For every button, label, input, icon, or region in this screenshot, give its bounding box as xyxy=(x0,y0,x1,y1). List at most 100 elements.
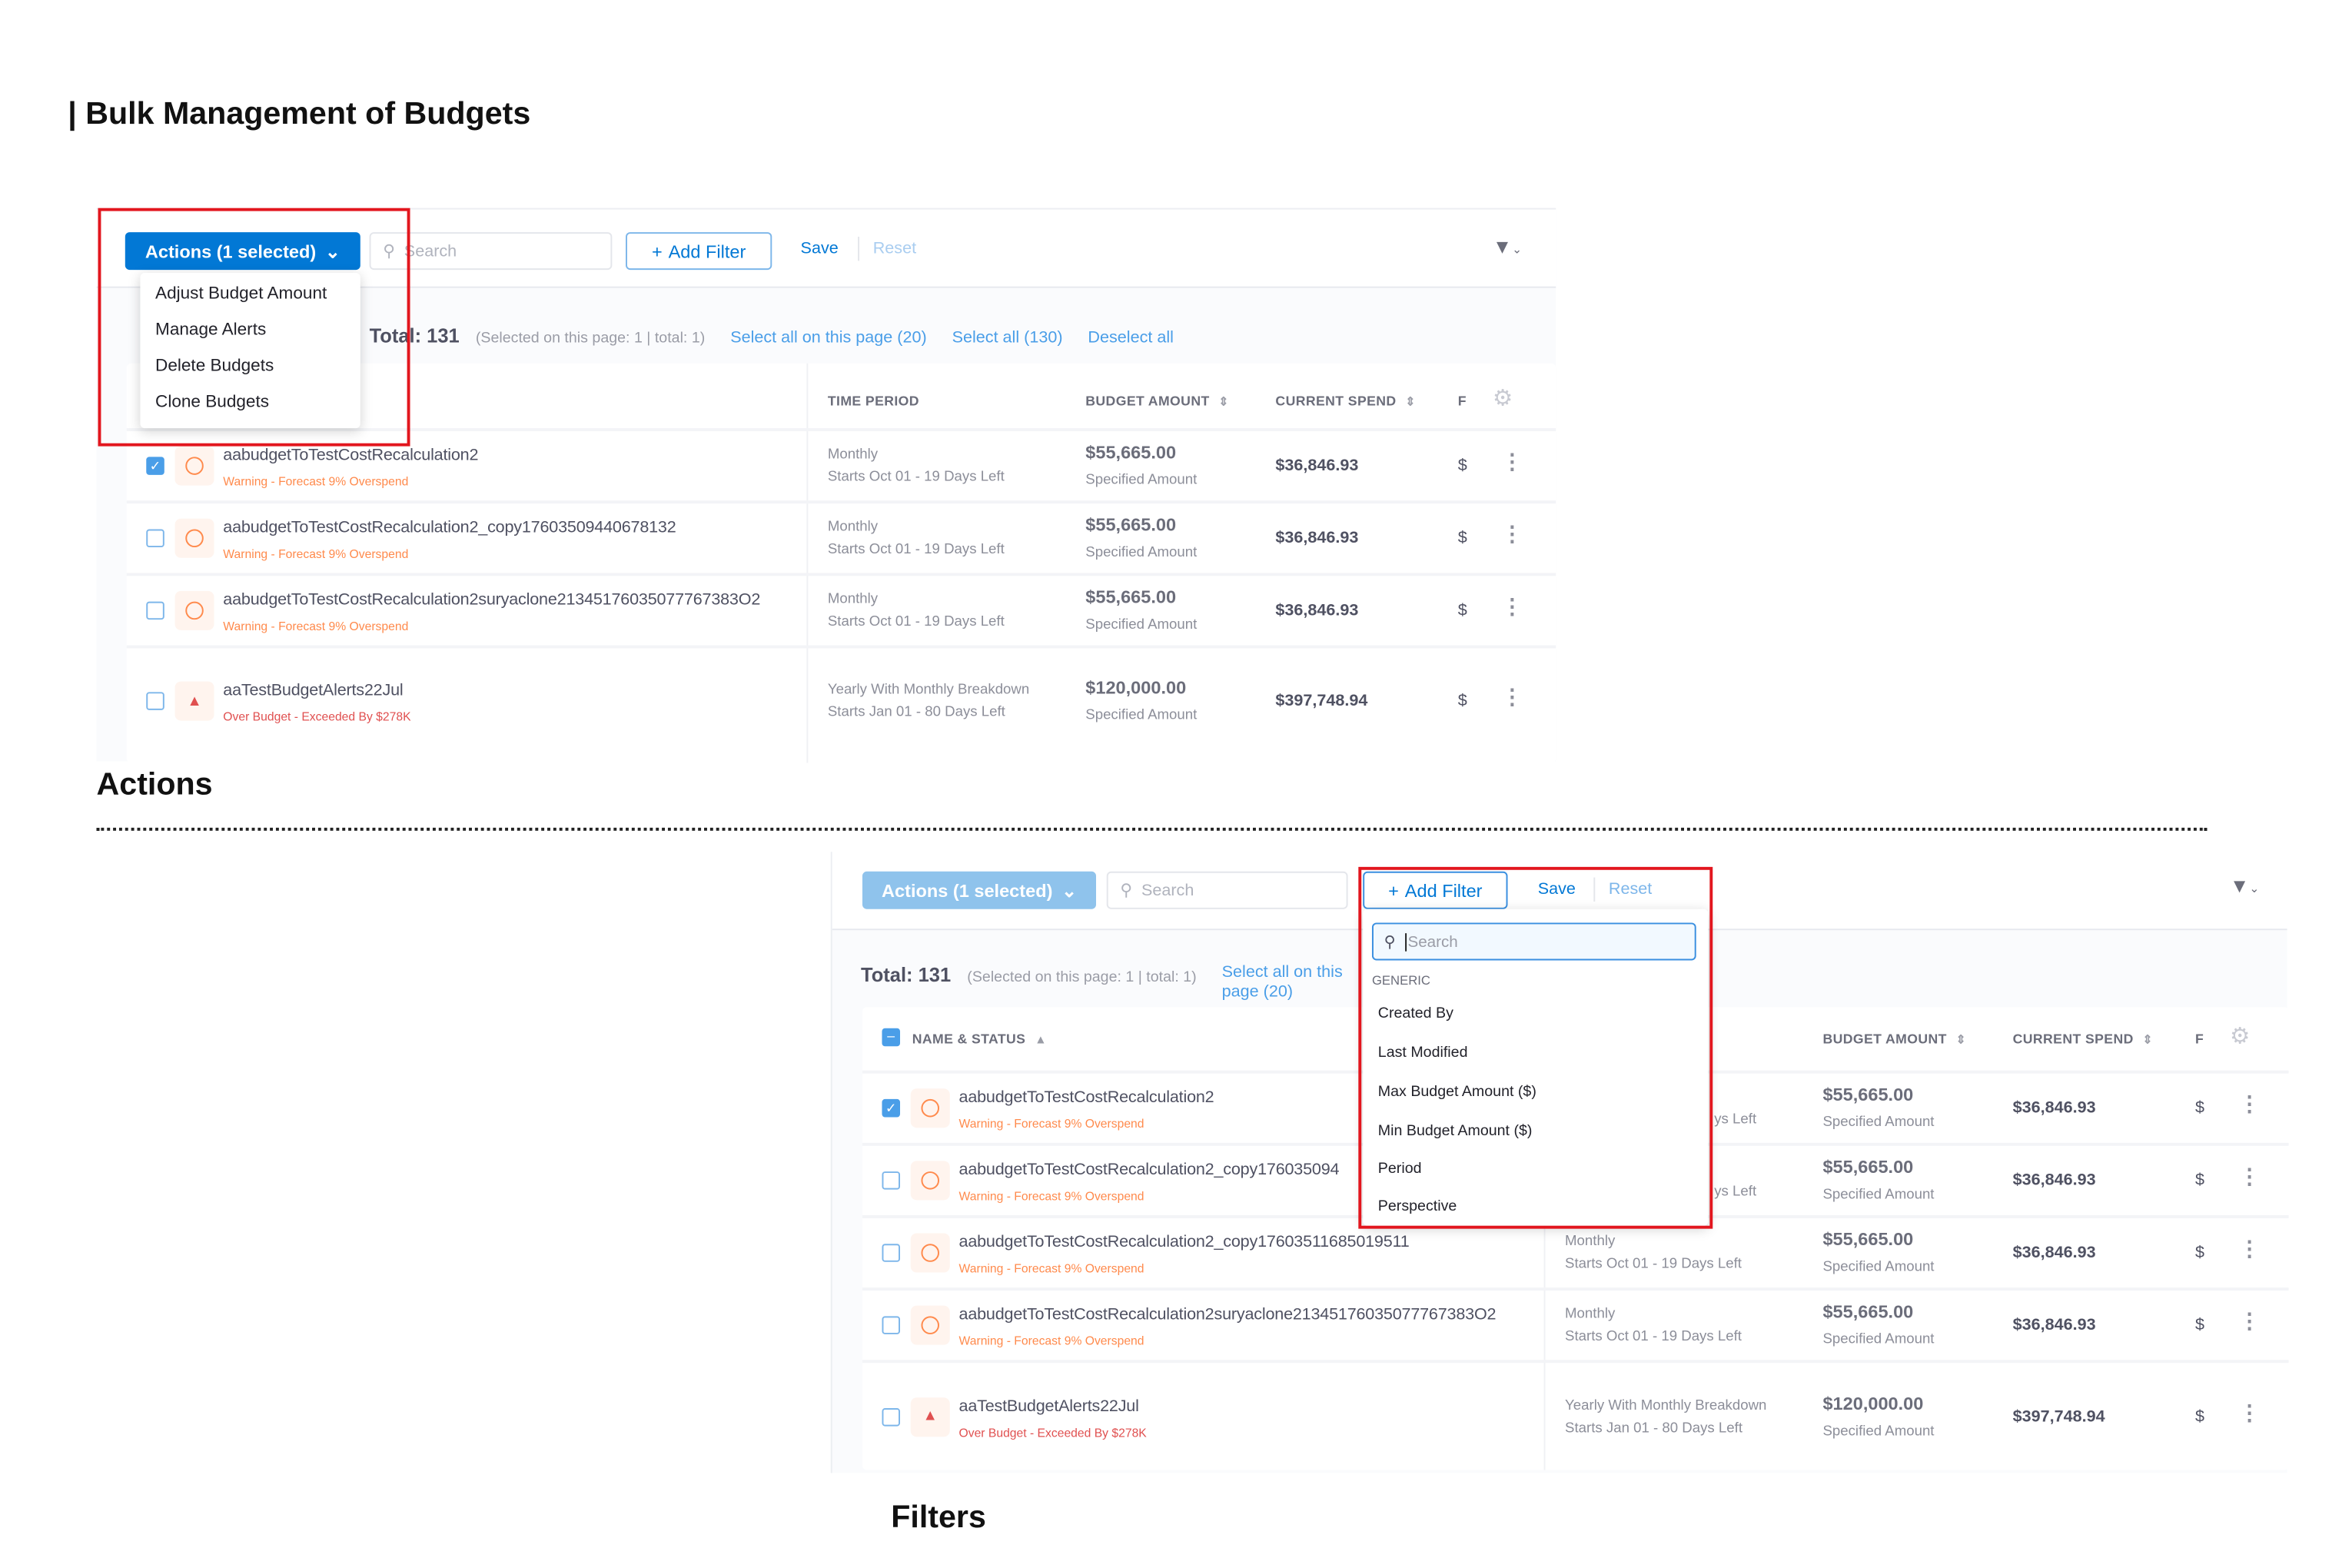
add-filter-button[interactable]: + Add Filter xyxy=(626,232,772,271)
more-options-icon[interactable]: ⋮ xyxy=(1501,449,1523,473)
filter-option-max-budget-amount[interactable]: Max Budget Amount ($) xyxy=(1377,1084,1536,1101)
gear-icon[interactable]: ⚙ xyxy=(2230,1023,2251,1050)
save-button[interactable]: Save xyxy=(1537,880,1576,899)
filter-search-input[interactable]: ⚲ Search xyxy=(1371,922,1696,961)
row-checkbox[interactable] xyxy=(146,601,164,620)
selection-bar: Total: 131 (Selected on this page: 1 | t… xyxy=(861,963,1354,1002)
reset-button[interactable]: Reset xyxy=(872,239,917,258)
highlight-box-filters xyxy=(1358,866,1713,1229)
actions-button[interactable]: Actions (1 selected) ⌄ xyxy=(125,232,360,271)
table-row[interactable]: ▲ aaTestBudgetAlerts22Jul Over Budget - … xyxy=(862,1360,2289,1470)
budget-name[interactable]: aabudgetToTestCostRecalculation2 xyxy=(223,446,479,465)
amount-type: Specified Amount xyxy=(1085,471,1198,489)
actions-menu: Adjust Budget Amount Manage Alerts Delet… xyxy=(140,273,360,429)
row-checkbox[interactable]: ✓ xyxy=(882,1098,901,1118)
column-header-time-period[interactable]: TIME PERIOD xyxy=(827,393,919,409)
table-row[interactable]: ✓ aabudgetToTestCostRecalculation2 Warni… xyxy=(126,428,1556,500)
column-header-budget-amount[interactable]: BUDGET AMOUNT ⇕ xyxy=(1085,394,1229,409)
select-all-page-link[interactable]: Select all on this page (20) xyxy=(1221,963,1343,1002)
alert-triangle-icon: ▲ xyxy=(174,681,214,721)
filter-option-created-by[interactable]: Created By xyxy=(1377,1005,1453,1022)
period-detail: Starts Jan 01 - 80 Days Left xyxy=(1565,1419,1743,1437)
filter-option-last-modified[interactable]: Last Modified xyxy=(1377,1045,1468,1061)
more-options-icon[interactable]: ⋮ xyxy=(2238,1400,2261,1424)
period-type: Monthly xyxy=(827,590,879,608)
budget-amount: $55,665.00 xyxy=(1085,586,1177,608)
actions-button-label: Actions (1 selected) xyxy=(145,240,317,262)
row-checkbox[interactable] xyxy=(882,1316,901,1334)
deselect-all-link[interactable]: Deselect all xyxy=(1088,328,1174,347)
menu-item-manage-alerts[interactable]: Manage Alerts xyxy=(155,321,267,340)
column-header-current-spend[interactable]: CURRENT SPEND ⇕ xyxy=(2013,1031,2153,1047)
more-options-icon[interactable]: ⋮ xyxy=(2238,1164,2261,1188)
funnel-icon[interactable]: ▼⌄ xyxy=(2230,874,2260,898)
more-options-icon[interactable]: ⋮ xyxy=(2238,1236,2261,1261)
filter-option-perspective[interactable]: Perspective xyxy=(1377,1198,1457,1215)
more-options-icon[interactable]: ⋮ xyxy=(1501,521,1523,546)
select-all-page-link[interactable]: Select all on this page (20) xyxy=(730,328,927,347)
table-row[interactable]: aabudgetToTestCostRecalculation2_copy176… xyxy=(126,500,1556,573)
select-all-checkbox[interactable]: – xyxy=(882,1028,901,1047)
column-header-forecast[interactable]: F xyxy=(1457,393,1467,409)
row-checkbox[interactable] xyxy=(882,1244,901,1262)
row-checkbox[interactable] xyxy=(882,1407,901,1426)
forecast-value: $ xyxy=(1457,457,1467,475)
filter-option-period[interactable]: Period xyxy=(1377,1161,1422,1178)
selection-bar: Total: 131 (Selected on this page: 1 | t… xyxy=(370,324,1174,347)
more-options-icon[interactable]: ⋮ xyxy=(2238,1091,2261,1116)
row-checkbox[interactable] xyxy=(882,1171,901,1190)
budget-status: Warning - Forecast 9% Overspend xyxy=(958,1261,1144,1276)
budget-name[interactable]: aaTestBudgetAlerts22Jul xyxy=(958,1397,1139,1415)
actions-button[interactable]: Actions (1 selected) ⌄ xyxy=(862,871,1097,909)
budget-name[interactable]: aabudgetToTestCostRecalculation2_copy176… xyxy=(958,1233,1410,1252)
column-header-forecast[interactable]: F xyxy=(2194,1031,2204,1047)
chevron-down-icon: ⌄ xyxy=(325,240,341,262)
search-input[interactable]: ⚲ Search xyxy=(1106,871,1348,909)
more-options-icon[interactable]: ⋮ xyxy=(1501,684,1523,709)
time-period: Monthly Starts Oct 01 - 19 Days Left xyxy=(1565,1303,1742,1348)
budget-name[interactable]: aabudgetToTestCostRecalculation2suryaclo… xyxy=(223,590,761,610)
funnel-icon[interactable]: ▼⌄ xyxy=(1492,234,1523,258)
row-checkbox[interactable] xyxy=(146,529,164,548)
menu-item-clone-budgets[interactable]: Clone Budgets xyxy=(155,393,270,412)
table-row[interactable]: aabudgetToTestCostRecalculation2suryaclo… xyxy=(126,573,1556,645)
amount-type: Specified Amount xyxy=(1085,616,1198,633)
more-options-icon[interactable]: ⋮ xyxy=(1501,593,1523,619)
add-filter-button[interactable]: + Add Filter xyxy=(1363,871,1508,909)
actions-demo-panel: Actions (1 selected) ⌄ ⚲ Search + Add Fil… xyxy=(96,208,1556,763)
row-checkbox[interactable] xyxy=(146,692,164,710)
column-header-name-status[interactable]: NAME & STATUS ▲ xyxy=(912,1031,1047,1047)
budget-name[interactable]: aabudgetToTestCostRecalculation2_copy176… xyxy=(223,518,676,537)
amount-type: Specified Amount xyxy=(1822,1258,1935,1276)
reset-button[interactable]: Reset xyxy=(1608,880,1653,899)
menu-item-adjust-budget-amount[interactable]: Adjust Budget Amount xyxy=(155,284,327,304)
select-all-link[interactable]: Select all (130) xyxy=(952,328,1063,347)
warning-circle-icon xyxy=(174,446,214,486)
filter-menu: ⚲ Search GENERIC Created By Last Modifie… xyxy=(1363,909,1709,1226)
budget-amount: $55,665.00 xyxy=(1822,1084,1914,1105)
sort-icon: ⇕ xyxy=(2142,1032,2154,1047)
table-row[interactable]: aabudgetToTestCostRecalculation2suryaclo… xyxy=(862,1287,2289,1360)
time-period: ys Left xyxy=(1714,1085,1756,1131)
current-spend: $36,846.93 xyxy=(2012,1098,2096,1118)
table-row[interactable]: ▲ aaTestBudgetAlerts22Jul Over Budget - … xyxy=(126,645,1556,754)
amount-type: Specified Amount xyxy=(1822,1331,1935,1348)
forecast-value: $ xyxy=(1457,529,1467,548)
budget-name[interactable]: aabudgetToTestCostRecalculation2 xyxy=(958,1088,1214,1107)
column-header-budget-amount[interactable]: BUDGET AMOUNT ⇕ xyxy=(1822,1031,1966,1047)
save-button[interactable]: Save xyxy=(800,239,839,258)
gear-icon[interactable]: ⚙ xyxy=(1492,386,1513,412)
menu-item-delete-budgets[interactable]: Delete Budgets xyxy=(155,357,274,376)
filter-option-min-budget-amount[interactable]: Min Budget Amount ($) xyxy=(1377,1123,1533,1140)
selected-info: (Selected on this page: 1 | total: 1) xyxy=(967,969,1197,986)
selected-info: (Selected on this page: 1 | total: 1) xyxy=(475,330,706,347)
budgets-table: TIME PERIOD BUDGET AMOUNT ⇕ CURRENT SPEND… xyxy=(126,363,1556,763)
current-spend-label: CURRENT SPEND xyxy=(2012,1031,2134,1047)
more-options-icon[interactable]: ⋮ xyxy=(2238,1308,2261,1333)
budget-name[interactable]: aabudgetToTestCostRecalculation2_copy176… xyxy=(958,1161,1340,1179)
row-checkbox[interactable]: ✓ xyxy=(146,457,164,475)
budget-name[interactable]: aabudgetToTestCostRecalculation2suryaclo… xyxy=(958,1305,1497,1324)
column-header-current-spend[interactable]: CURRENT SPEND ⇕ xyxy=(1275,394,1415,409)
budget-name[interactable]: aaTestBudgetAlerts22Jul xyxy=(223,681,404,700)
period-detail: Starts Oct 01 - 19 Days Left xyxy=(827,613,1005,630)
